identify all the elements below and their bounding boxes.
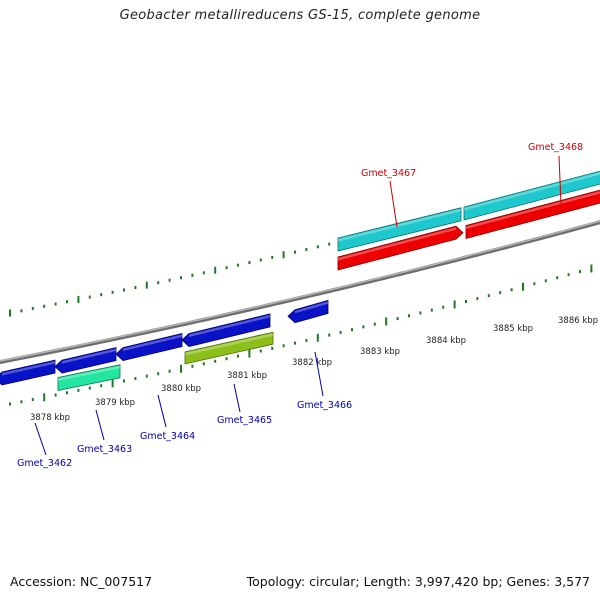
gene-label: Gmet_3468 [528,142,583,153]
label-leader [558,155,562,206]
label-leader [34,422,47,456]
gene-features [0,170,600,391]
gene-feature-gmet-3467-red [337,225,464,271]
scale-label: 3880 kbp [161,384,201,394]
gene-label-leaders [34,155,562,456]
gene-label: Gmet_3464 [140,431,195,442]
genome-summary-text: Topology: circular; Length: 3,997,420 bp… [246,574,590,589]
scale-labels: 3878 kbp 3879 kbp 3880 kbp 3881 kbp 3882 kbp… [30,316,598,423]
gene-feature-gmet-3467 [337,207,462,252]
scale-label: 3882 kbp [292,358,332,368]
scale-label: 3884 kbp [426,336,466,346]
scale-label: 3886 kbp [558,316,598,326]
scale-label: 3879 kbp [95,398,135,408]
label-leader [157,394,167,428]
inner-tick-ring [9,264,593,406]
gene-feature-gmet-3462 [0,359,56,386]
accession-text: Accession: NC_007517 [10,574,153,589]
gene-feature-gmet-3464 [115,332,183,362]
backbone-highlight [0,220,600,362]
label-leader [95,409,105,441]
label-leader [314,351,324,397]
gene-label: Gmet_3465 [217,415,272,426]
backbone-line [0,220,600,365]
label-leader [389,180,398,228]
label-leader [233,383,241,413]
gene-feature-gmet-3466 [287,299,329,324]
gene-feature-gmet-3463 [57,364,121,391]
gene-label: Gmet_3462 [17,458,72,469]
gene-feature-gmet-3465-a [181,313,271,347]
gene-feature-gmet-3464-a [54,347,117,374]
gene-label: Gmet_3463 [77,444,132,455]
gene-label: Gmet_3467 [361,168,416,179]
gene-labels: Gmet_3462 Gmet_3463 Gmet_3464 Gmet_3465 Gmet… [17,142,583,469]
gene-feature-gmet-3465 [184,331,274,365]
scale-label: 3881 kbp [227,371,267,381]
map-title: Geobacter metallireducens GS-15, complet… [119,8,481,23]
scale-label: 3878 kbp [30,413,70,423]
scale-label: 3885 kbp [493,324,533,334]
gene-feature-gmet-3468-red [465,189,600,240]
gene-feature-gmet-3468 [463,170,600,221]
gene-label: Gmet_3466 [297,400,352,411]
scale-label: 3883 kbp [360,347,400,357]
genome-backbone [0,220,600,365]
